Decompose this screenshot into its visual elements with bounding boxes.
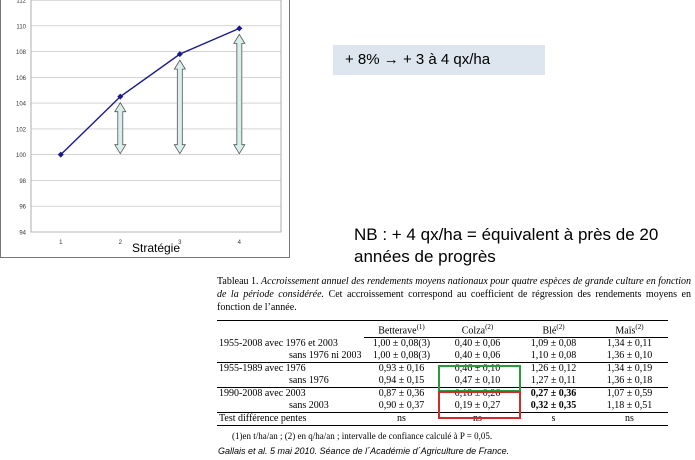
row-label: 1955-1989 avec 1976	[219, 363, 306, 375]
y-tick-label: 106	[16, 76, 27, 82]
table-cell: 0,32 ± 0,35	[515, 400, 592, 414]
table-cell: 1,36 ± 0,10	[591, 350, 668, 364]
table-row: sans 2003 0,90 ± 0,37 0,19 ± 0,27 0,32 ± 0,…	[217, 400, 668, 414]
table-cell: 0,19 ± 0,27	[439, 400, 516, 414]
table-cell: 1,27 ± 0,11	[515, 375, 592, 389]
y-tick-label: 94	[19, 231, 26, 237]
nb-note: NB : + 4 qx/ha = équivalent à près de 20…	[354, 225, 659, 266]
row-label: 1955-2008 avec 1976 et 2003	[219, 338, 338, 350]
caption-rest: Cet accroissement correspond au coeffici…	[217, 289, 691, 313]
data-point	[236, 25, 243, 32]
header-betterave: Betterave(1)	[363, 320, 440, 339]
table-cell: s	[515, 412, 592, 427]
x-tick-label: 4	[238, 240, 242, 246]
row-label: Test différence pentes	[217, 412, 364, 427]
table-cell: 0,87 ± 0,36	[378, 388, 425, 400]
table-cell: 0,18 ± 0,26	[454, 388, 501, 400]
table-cell: 0,40 ± 0,06	[454, 338, 501, 350]
x-tick-label: 1	[59, 240, 63, 246]
table-row: 1990-2008 avec 2003 0,87 ± 0,36 0,18 ± 0,2…	[217, 388, 668, 401]
table-cell: 0,46 ± 0,10	[454, 363, 501, 375]
table-cell: 0,90 ± 0,37	[363, 400, 440, 414]
x-tick-label: 3	[178, 240, 182, 246]
y-tick-label: 108	[16, 50, 27, 56]
row-label: sans 1976	[217, 375, 364, 389]
y-tick-label: 100	[16, 153, 27, 159]
table-cell: 1,34 ± 0,11	[606, 338, 653, 350]
data-point	[176, 51, 183, 58]
table-cell: ns	[363, 412, 440, 427]
data-point	[57, 151, 64, 158]
table-row: 1955-2008 avec 1976 et 2003 1,00 ± 0,08(3…	[217, 338, 668, 351]
series-polyline	[60, 27, 240, 156]
table-body: 1955-2008 avec 1976 et 2003 1,00 ± 0,08(3…	[217, 338, 668, 427]
difference-arrows	[114, 33, 246, 155]
double-arrow	[233, 33, 246, 155]
table-cell: 1,00 ± 0,08(3)	[363, 350, 440, 364]
x-axis-label: Stratégie	[132, 241, 180, 255]
source-citation: Gallais et al. 5 mai 2010. Séance de l´A…	[218, 446, 510, 456]
grid-lines	[31, 0, 281, 233]
y-tick-label: 102	[16, 127, 27, 133]
line-chart: 94 96 98 100 102 104 106 108 110 112 1 2 3 4 Stratég…	[16, 0, 282, 255]
table-cell: 1,00 ± 0,08(3)	[372, 338, 431, 350]
table-cell: 1,26 ± 0,12	[530, 363, 577, 375]
yield-table: Betterave(1) Colza(2) Blé(2) Maïs(2) 195…	[217, 320, 668, 427]
data-point	[117, 93, 124, 100]
table-row: sans 1976 ni 2003 1,00 ± 0,08(3) 0,40 ± 0,…	[217, 350, 668, 364]
highlight-green-box	[438, 365, 521, 392]
highlight-red-box	[438, 391, 521, 419]
table-cell: 0,94 ± 0,15	[363, 375, 440, 389]
double-arrow	[114, 101, 127, 155]
table-header-row: Betterave(1) Colza(2) Blé(2) Maïs(2)	[217, 320, 668, 339]
series-line	[57, 25, 243, 158]
table-row: sans 1976 0,94 ± 0,15 0,47 ± 0,10 1,27 ± 0,…	[217, 375, 668, 389]
table-cell: 0,93 ± 0,16	[378, 363, 425, 375]
x-tick-label: 2	[119, 240, 123, 246]
table-cell: 0,47 ± 0,10	[439, 375, 516, 389]
header-colza: Colza(2)	[439, 320, 516, 339]
header-ble: Blé(2)	[515, 320, 592, 339]
table-cell: 0,40 ± 0,06	[439, 350, 516, 364]
table-cell: 1,07 ± 0,59	[606, 388, 653, 400]
y-tick-label: 110	[16, 24, 26, 30]
y-tick-labels: 94 96 98 100 102 104 106 108 110 112	[16, 0, 27, 237]
header-mais: Maïs(2)	[591, 320, 668, 339]
table-caption: Tableau 1. Accroissement annuel des rend…	[217, 275, 691, 314]
y-tick-label: 104	[16, 102, 27, 108]
table-cell: 1,36 ± 0,18	[591, 375, 668, 389]
table-cell: 1,18 ± 0,51	[591, 400, 668, 414]
table-cell: 1,09 ± 0,08	[530, 338, 577, 350]
table-cell: ns	[591, 412, 668, 427]
table-cell: 1,34 ± 0,19	[606, 363, 653, 375]
callout-box: + 8% → + 3 à 4 qx/ha	[333, 45, 545, 75]
caption-lead: Tableau 1.	[217, 276, 259, 287]
row-label: 1990-2008 avec 2003	[219, 388, 306, 400]
table-footnote: (1)en t/ha/an ; (2) en q/ha/an ; interva…	[232, 431, 493, 441]
table-row: Test différence pentes ns ns s ns	[217, 412, 668, 427]
y-tick-label: 96	[19, 205, 26, 211]
double-arrow	[173, 59, 187, 155]
row-label: sans 2003	[217, 400, 364, 414]
caption-italic: Accroissement annuel des rendements moye…	[217, 276, 691, 300]
row-label: sans 1976 ni 2003	[217, 350, 364, 364]
table-row: 1955-1989 avec 1976 0,93 ± 0,16 0,46 ± 0,1…	[217, 363, 668, 376]
x-tick-labels: 1 2 3 4	[59, 240, 242, 246]
chart-panel: 94 96 98 100 102 104 106 108 110 112 1 2 3 4 Stratég…	[0, 0, 290, 258]
table-cell: 1,10 ± 0,08	[515, 350, 592, 364]
table-cell: 0,27 ± 0,36	[530, 388, 577, 400]
plot-area	[30, 0, 282, 233]
y-tick-label: 112	[16, 0, 26, 5]
y-tick-label: 98	[19, 179, 26, 185]
